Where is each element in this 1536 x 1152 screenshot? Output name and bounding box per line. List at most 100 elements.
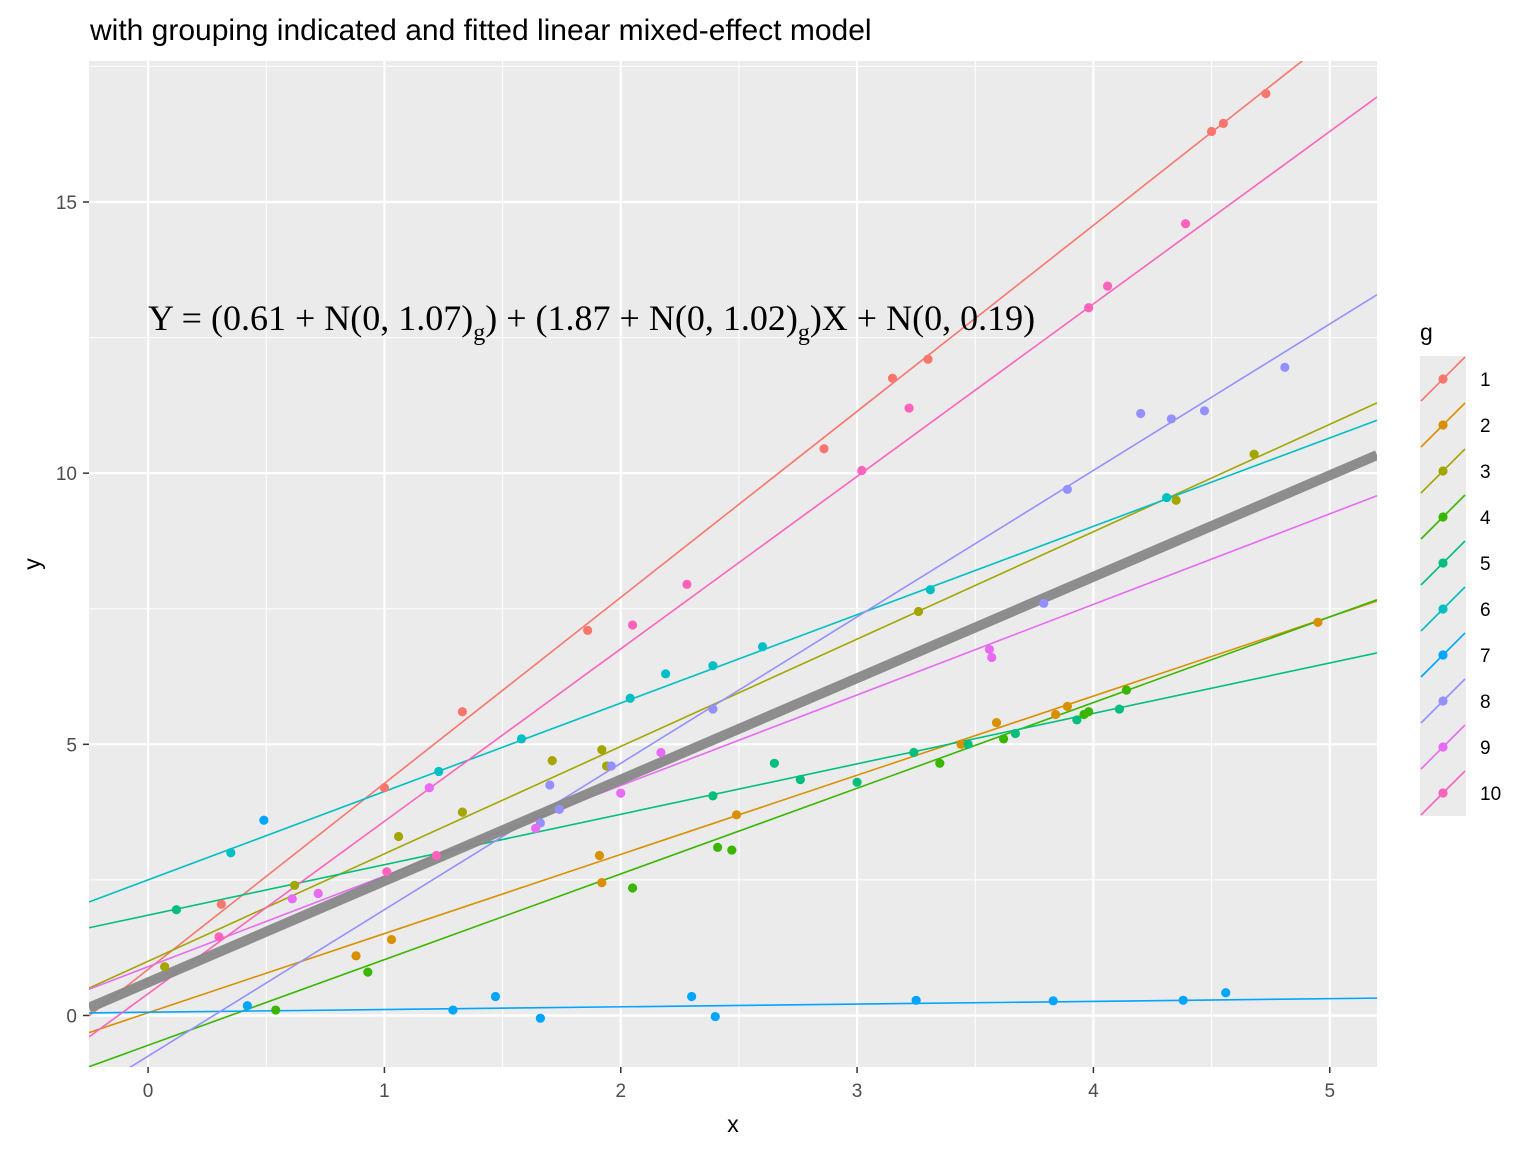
equation-intercept: 0.61 + N(0, 1.07) (223, 298, 473, 338)
point-group-7 (448, 1005, 458, 1015)
x-tick-label: 0 (143, 1081, 154, 1102)
equation-paren: ) + ( (485, 298, 547, 338)
point-group-9 (984, 644, 995, 655)
point-group-6 (661, 669, 671, 679)
point-group-3 (913, 606, 924, 617)
point-group-1 (819, 444, 829, 454)
legend-key-point-3 (1438, 466, 1448, 476)
legend-key-point-10 (1438, 788, 1448, 798)
equation-tail: )X + N(0, 0.19) (810, 298, 1035, 338)
point-group-5 (852, 777, 862, 787)
fit-line-group-8 (129, 294, 1377, 1067)
grid-major (89, 61, 1377, 1067)
legend-key-point-4 (1438, 512, 1448, 522)
legend-label-10: 10 (1480, 784, 1501, 805)
point-group-8 (545, 780, 555, 790)
x-axis-title: x (727, 1111, 739, 1137)
point-group-8 (554, 804, 564, 814)
point-group-10 (627, 620, 638, 630)
point-group-7 (535, 1013, 545, 1023)
fit-line-group-4 (89, 598, 1377, 1067)
legend-label-6: 6 (1480, 600, 1491, 621)
fit-line-group-7 (89, 997, 1377, 1014)
point-group-8 (1280, 362, 1290, 373)
x-tick-label: 2 (615, 1081, 626, 1102)
point-group-8 (606, 761, 616, 771)
legend-label-3: 3 (1480, 462, 1491, 483)
legend-key-point-6 (1438, 604, 1448, 614)
point-group-2 (1313, 617, 1323, 627)
point-group-2 (386, 934, 397, 945)
point-group-9 (424, 783, 434, 793)
grid-minor (89, 61, 1377, 1067)
overall-fit-line (89, 450, 1377, 1013)
legend-key-bg (1420, 356, 1466, 816)
legend-label-7: 7 (1480, 646, 1491, 667)
point-group-8 (1039, 598, 1049, 608)
y-tick-label: 15 (56, 193, 77, 214)
point-group-7 (687, 991, 697, 1002)
point-group-9 (987, 652, 997, 663)
point-group-4 (935, 758, 945, 768)
point-group-5 (909, 747, 919, 758)
fit-line-group-9 (89, 494, 1377, 991)
point-group-4 (627, 883, 638, 893)
y-axis-ticks: 0 5 10 15 (56, 193, 89, 1027)
point-group-6 (925, 585, 935, 595)
legend-key-point-7 (1438, 650, 1448, 660)
point-group-10 (382, 867, 392, 877)
fit-lines (89, 61, 1377, 1067)
point-group-2 (351, 951, 361, 961)
point-group-4 (363, 967, 373, 977)
point-group-1 (583, 625, 593, 636)
point-group-9 (313, 888, 323, 899)
equation-lhs: Y = (148, 298, 211, 338)
point-group-7 (911, 995, 921, 1005)
point-group-2 (731, 810, 742, 820)
point-group-3 (290, 880, 300, 890)
point-group-3 (160, 962, 170, 972)
x-tick-label: 1 (379, 1081, 390, 1102)
legend-label-8: 8 (1480, 692, 1491, 713)
equation-slope: 1.87 + N(0, 1.02) (548, 298, 798, 338)
point-group-4 (1121, 685, 1132, 695)
point-group-5 (1114, 704, 1124, 714)
point-group-6 (1162, 492, 1172, 503)
y-tick-label: 0 (66, 1006, 77, 1027)
y-tick-label: 10 (56, 464, 77, 485)
point-group-1 (379, 783, 390, 793)
point-group-2 (1062, 701, 1073, 711)
x-tick-label: 3 (852, 1081, 863, 1102)
point-group-3 (597, 745, 607, 755)
point-group-10 (1084, 303, 1094, 313)
legend-title: g (1420, 319, 1433, 345)
point-group-2 (991, 718, 1002, 728)
point-group-6 (708, 661, 718, 671)
point-group-1 (1261, 88, 1271, 99)
point-group-7 (710, 1011, 720, 1022)
equation-subscript-g1: g (473, 320, 485, 346)
point-group-10 (214, 932, 224, 942)
point-group-7 (1221, 988, 1231, 998)
point-group-3 (1171, 495, 1181, 505)
point-group-9 (287, 894, 297, 904)
point-group-9 (616, 788, 626, 798)
point-group-3 (1249, 449, 1259, 459)
chart-title: with grouping indicated and fitted linea… (89, 14, 872, 47)
point-group-7 (1048, 996, 1058, 1006)
x-axis-ticks: 0 1 2 3 4 5 (143, 1067, 1335, 1102)
point-group-10 (857, 465, 867, 476)
point-group-10 (431, 850, 442, 861)
point-group-1 (1206, 126, 1217, 137)
point-group-5 (171, 905, 182, 915)
point-group-6 (516, 734, 527, 744)
point-group-9 (531, 823, 541, 833)
point-group-7 (259, 815, 269, 825)
point-group-10 (1180, 219, 1191, 229)
legend-label-2: 2 (1480, 416, 1491, 437)
point-group-5 (1072, 715, 1082, 725)
plot-panel (89, 61, 1377, 1067)
point-group-4 (998, 734, 1009, 744)
point-group-8 (1062, 484, 1073, 495)
legend-key-point-2 (1438, 420, 1448, 430)
